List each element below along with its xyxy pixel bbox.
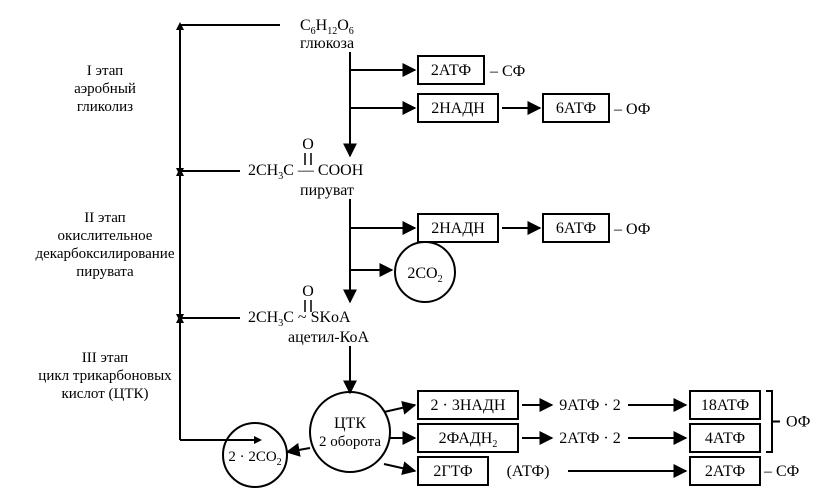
suffix-of-1: – ОФ: [613, 101, 650, 118]
stage1-l2: аэробный: [74, 81, 136, 97]
stage3-l2: цикл трикарбоновых: [38, 368, 172, 384]
box-2nadh-1: 2НАДН: [431, 100, 485, 117]
acetyl-label: ацетил-КоА: [288, 329, 370, 346]
stage2-l1: II этап: [84, 210, 125, 226]
glucose-formula: C6H12O6: [300, 17, 354, 37]
pyruvate-O: O: [302, 136, 314, 153]
tca-l2: 2 оборота: [319, 434, 381, 450]
stage1-l1: I этап: [87, 63, 123, 79]
stage3-l1: III этап: [82, 350, 128, 366]
box-2atp-end: 2АТФ: [705, 463, 745, 480]
mid-atp-paren: (АТФ): [507, 463, 550, 480]
tca-l1: ЦТК: [334, 415, 366, 432]
stage2-l2: окислительное: [58, 228, 153, 244]
mid-2atp: 2АТФ · 2: [559, 430, 621, 447]
pyruvate-formula: 2CH3C — COOH: [248, 162, 364, 182]
mid-9atp: 9АТФ · 2: [559, 397, 621, 414]
glucose-label: глюкоза: [300, 35, 354, 52]
stage2-l3: декарбоксилирование: [35, 246, 174, 262]
suffix-sf-1: – СФ: [489, 63, 525, 80]
pyruvate-label: пируват: [300, 182, 354, 199]
bracket-of: ОФ: [786, 414, 810, 431]
acetyl-formula: 2CH3C ~ SKoA: [248, 309, 351, 329]
box-6atp-2: 6АТФ: [556, 220, 596, 237]
box-2gtp: 2ГТФ: [433, 463, 472, 480]
stage2-l4: пирувата: [76, 264, 134, 280]
box-2atp-1: 2АТФ: [431, 62, 471, 79]
box-2nadh-2: 2НАДН: [431, 220, 485, 237]
box-3nadh: 2 · 3НАДН: [431, 397, 506, 414]
box-4atp: 4АТФ: [705, 430, 745, 447]
acetyl-O: O: [302, 283, 314, 300]
box-fadh: 2ФАДН2: [439, 430, 498, 450]
stage1-l3: гликолиз: [77, 99, 133, 115]
suffix-sf-2: – СФ: [763, 463, 799, 480]
co2-1: 2CO2: [407, 265, 442, 285]
stage3-l3: кислот (ЦТК): [61, 386, 148, 402]
box-18atp: 18АТФ: [701, 397, 749, 414]
box-6atp-1: 6АТФ: [556, 100, 596, 117]
co2-2: 2 · 2CO2: [228, 449, 281, 468]
suffix-of-2: – ОФ: [613, 221, 650, 238]
